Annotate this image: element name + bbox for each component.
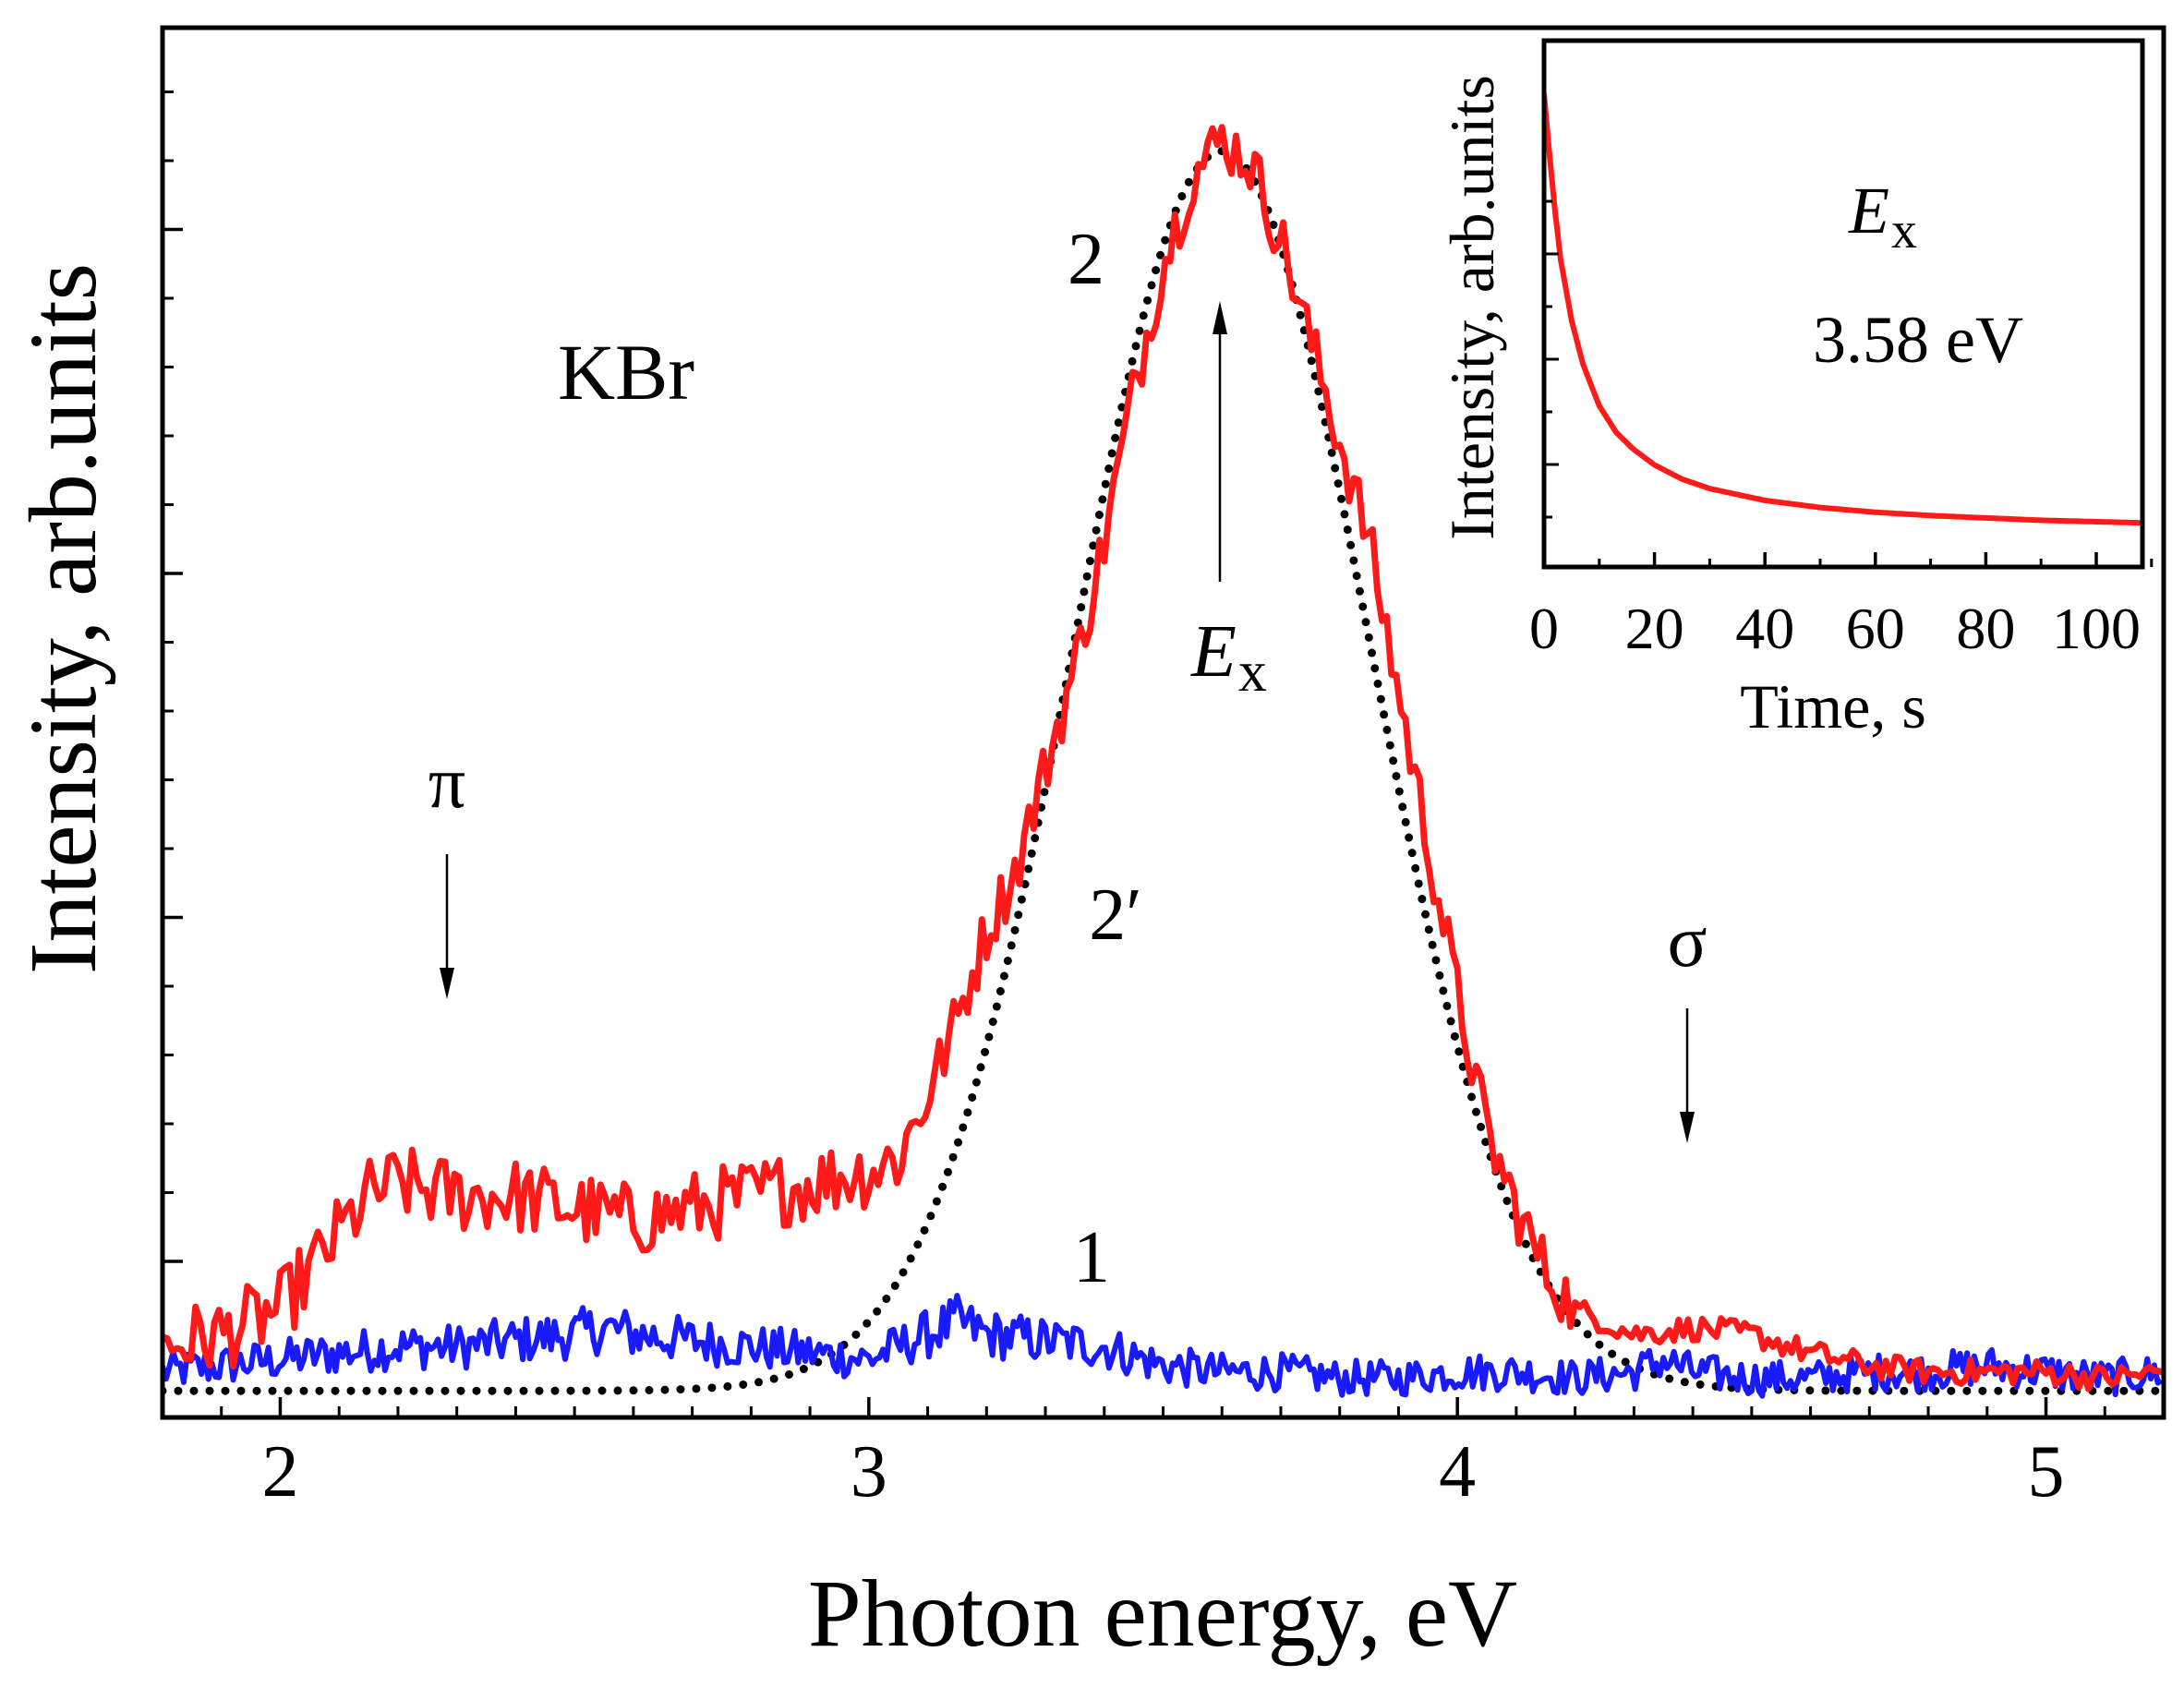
inset-decay-line — [1544, 93, 2142, 526]
ex-main-letter: E — [1190, 611, 1237, 693]
inset-y-axis-label: Intensity, arb.units — [1437, 75, 1507, 540]
main-x-axis-label: Photon energy, eV — [808, 1561, 1517, 1667]
annotation-ex-inset: Ex — [1848, 174, 1917, 259]
inset-plot-frame — [1541, 38, 2145, 570]
annotation-ex-main: Ex — [1190, 611, 1267, 704]
inset-xtick-label-20: 20 — [1625, 596, 1684, 661]
main-xtick-labels: 2 3 4 5 — [261, 1431, 2064, 1513]
series-2-red-line — [163, 124, 2164, 1393]
annotation-sigma: σ — [1667, 901, 1707, 983]
inset-xtick-label-0: 0 — [1529, 596, 1559, 661]
inset-xtick-label-80: 80 — [1956, 596, 2015, 661]
pi-arrow-head — [440, 968, 454, 999]
ex-inset-letter: E — [1848, 174, 1889, 247]
inset-xtick-label-100: 100 — [2052, 596, 2141, 661]
annotation-sample-kbr: KBr — [558, 328, 694, 416]
main-xtick-label-3: 3 — [851, 1431, 887, 1513]
main-series-group — [163, 124, 2164, 1399]
inset-ticks-group — [1542, 199, 2154, 567]
inset-background — [1544, 41, 2142, 567]
series-1-blue-line — [163, 1293, 2164, 1399]
main-y-axis-label: Intensity, arb.units — [10, 263, 116, 974]
annotation-pi: π — [428, 742, 465, 824]
main-xtick-label-5: 5 — [2028, 1431, 2065, 1513]
curve-label-2: 2 — [1068, 219, 1104, 300]
main-xtick-label-4: 4 — [1439, 1431, 1476, 1513]
main-ticks-group — [163, 90, 2166, 1417]
ex-arrow-head — [1213, 301, 1227, 334]
inset-x-axis-label: Time, s — [1740, 671, 1926, 741]
inset-xtick-label-40: 40 — [1735, 596, 1794, 661]
ex-main-subscript: x — [1238, 641, 1267, 704]
annotation-energy: 3.58 eV — [1813, 303, 2023, 377]
inset-xtick-labels: 0 20 40 60 80 100 — [1529, 596, 2141, 661]
inset-xtick-label-60: 60 — [1846, 596, 1905, 661]
inset-series-group — [1544, 93, 2142, 526]
main-xtick-label-2: 2 — [261, 1431, 298, 1513]
sigma-arrow-head — [1680, 1112, 1695, 1143]
main-plot: 2 3 4 5 Photon energy, eV Intensity, arb.un… — [10, 25, 2166, 1667]
series-2prime-dotted-gaussian — [163, 147, 2164, 1395]
curve-label-1: 1 — [1073, 1217, 1110, 1298]
curve-label-2prime: 2′ — [1089, 874, 1142, 956]
inset-plot: 0 20 40 60 80 100 Time, s Intensity, arb.unit… — [1437, 38, 2154, 741]
ex-inset-subscript: x — [1891, 202, 1917, 259]
